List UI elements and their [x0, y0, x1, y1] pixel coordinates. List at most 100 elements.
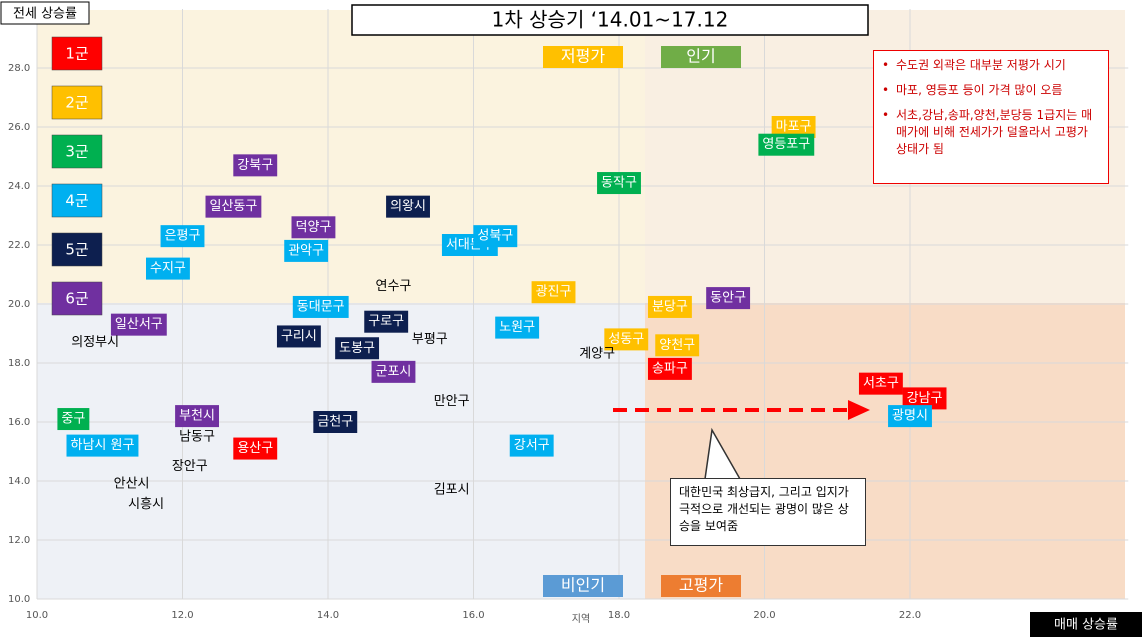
- point: 안산시: [114, 476, 150, 491]
- point-label: 중구: [61, 412, 85, 427]
- point-label: 시흥시: [128, 497, 164, 512]
- point-label: 노원구: [499, 320, 535, 335]
- quadrant-label-bg: [661, 46, 741, 68]
- y-tick-label: 22.0: [8, 240, 30, 251]
- point: 동작구: [597, 172, 641, 195]
- point: 동대문구: [292, 295, 349, 318]
- legend-label: 4군: [65, 192, 89, 210]
- point-box: [233, 437, 278, 460]
- x-label-box: [1030, 612, 1142, 637]
- point-label: 도봉구: [339, 341, 375, 356]
- point: 분당구: [647, 295, 692, 318]
- point: 용산구: [233, 437, 278, 460]
- point-label: 부천시: [179, 409, 215, 424]
- quadrant-label: 인기: [686, 47, 715, 66]
- y-tick-label: 28.0: [8, 63, 30, 74]
- legend-swatch: [51, 134, 103, 169]
- point-label: 의왕시: [390, 199, 426, 214]
- point-box: [531, 281, 576, 304]
- point-box: [335, 337, 380, 360]
- point: 양천구: [655, 334, 700, 357]
- point-label: 용산구: [237, 441, 273, 456]
- point: 광명시: [888, 405, 932, 428]
- point-box: [284, 239, 329, 262]
- note: 마포, 영등포 등이 가격 많이 오름: [882, 82, 1100, 99]
- chart-title: 1차 상승기 ‘14.01~17.12: [492, 8, 729, 32]
- point-label: 송파구: [652, 361, 688, 376]
- x-tick-label: 16.0: [462, 610, 484, 621]
- x-tick-label: 12.0: [171, 610, 193, 621]
- y-tick-label: 12.0: [8, 535, 30, 546]
- point-label: 은평구: [165, 229, 201, 244]
- y-tick-label: 16.0: [8, 417, 30, 428]
- point-label: 일산서구: [115, 317, 163, 332]
- legend-swatch: [51, 183, 103, 218]
- point-label: 동대문구: [297, 299, 345, 314]
- legend-label: 1군: [65, 45, 89, 63]
- y-tick-label: 26.0: [8, 122, 30, 133]
- x-tick-label: 10.0: [26, 610, 48, 621]
- point: 관악구: [284, 239, 329, 262]
- point-box: [57, 408, 90, 431]
- quadrant-label-bg: [543, 575, 623, 597]
- notes-box: 수도권 외곽은 대부분 저평가 시기마포, 영등포 등이 가격 많이 오름서초,…: [873, 50, 1109, 184]
- point: 의왕시: [386, 195, 430, 218]
- point-box: [758, 133, 815, 156]
- point-label: 장안구: [172, 459, 208, 474]
- point-box: [888, 405, 932, 428]
- title-box: [351, 4, 869, 36]
- point-label: 마포구: [776, 120, 812, 135]
- point-box: [66, 434, 139, 457]
- quadrant-label: 비인기: [561, 576, 605, 595]
- point: 강서구: [509, 434, 554, 457]
- legend-label: 6군: [65, 290, 89, 308]
- legend-label: 2군: [65, 94, 89, 112]
- point: 일산동구: [205, 195, 262, 218]
- point-box: [386, 195, 430, 218]
- point-label: 안산시: [114, 476, 150, 491]
- y-tick-label: 20.0: [8, 299, 30, 310]
- x-tick-label: 22.0: [899, 610, 921, 621]
- point-box: [495, 316, 540, 339]
- legend-swatch: [51, 232, 103, 267]
- point-label: 김포시: [434, 482, 470, 497]
- quadrant-bg: [645, 303, 1125, 599]
- point-label: 동안구: [710, 291, 746, 306]
- quadrant-label: 저평가: [561, 47, 605, 66]
- y-tick-label: 10.0: [8, 594, 30, 605]
- point: 마포구: [771, 116, 816, 138]
- legend-swatch: [51, 36, 103, 71]
- point-label: 서초구: [863, 376, 899, 391]
- point: 도봉구: [335, 337, 380, 360]
- point-label: 양천구: [659, 338, 695, 353]
- point: 시흥시: [128, 497, 164, 512]
- point-box: [597, 172, 641, 195]
- point-label: 덕양구: [296, 220, 332, 235]
- point: 강북구: [233, 154, 278, 177]
- point: 광진구: [531, 281, 576, 304]
- point-label: 남동구: [179, 429, 215, 444]
- point-box: [313, 411, 358, 433]
- point: 동안구: [706, 287, 751, 310]
- point-label: 연수구: [376, 279, 412, 294]
- point-label: 광진구: [536, 285, 572, 300]
- point-label: 성북구: [477, 229, 513, 244]
- point-label: 분당구: [652, 299, 688, 314]
- point-label: 부평구: [412, 332, 448, 347]
- point: 은평구: [160, 225, 205, 248]
- point-label: 구리시: [281, 329, 317, 344]
- point-label: 동작구: [601, 176, 637, 191]
- point-box: [292, 295, 349, 318]
- x-axis-label: 매매 상승률: [1054, 618, 1118, 633]
- point: 수지구: [146, 257, 190, 280]
- y-axis-label: 전세 상승률: [13, 7, 77, 22]
- point-label: 강남구: [907, 391, 943, 406]
- point: 하남시 원구: [66, 434, 139, 457]
- point: 성북구: [473, 225, 518, 248]
- point: 군포시: [371, 360, 416, 383]
- point-box: [364, 310, 409, 333]
- point-label: 성동구: [608, 332, 644, 347]
- x-axis-name: 지역: [572, 613, 590, 625]
- point-box: [371, 360, 416, 383]
- point-label: 광명시: [892, 409, 928, 424]
